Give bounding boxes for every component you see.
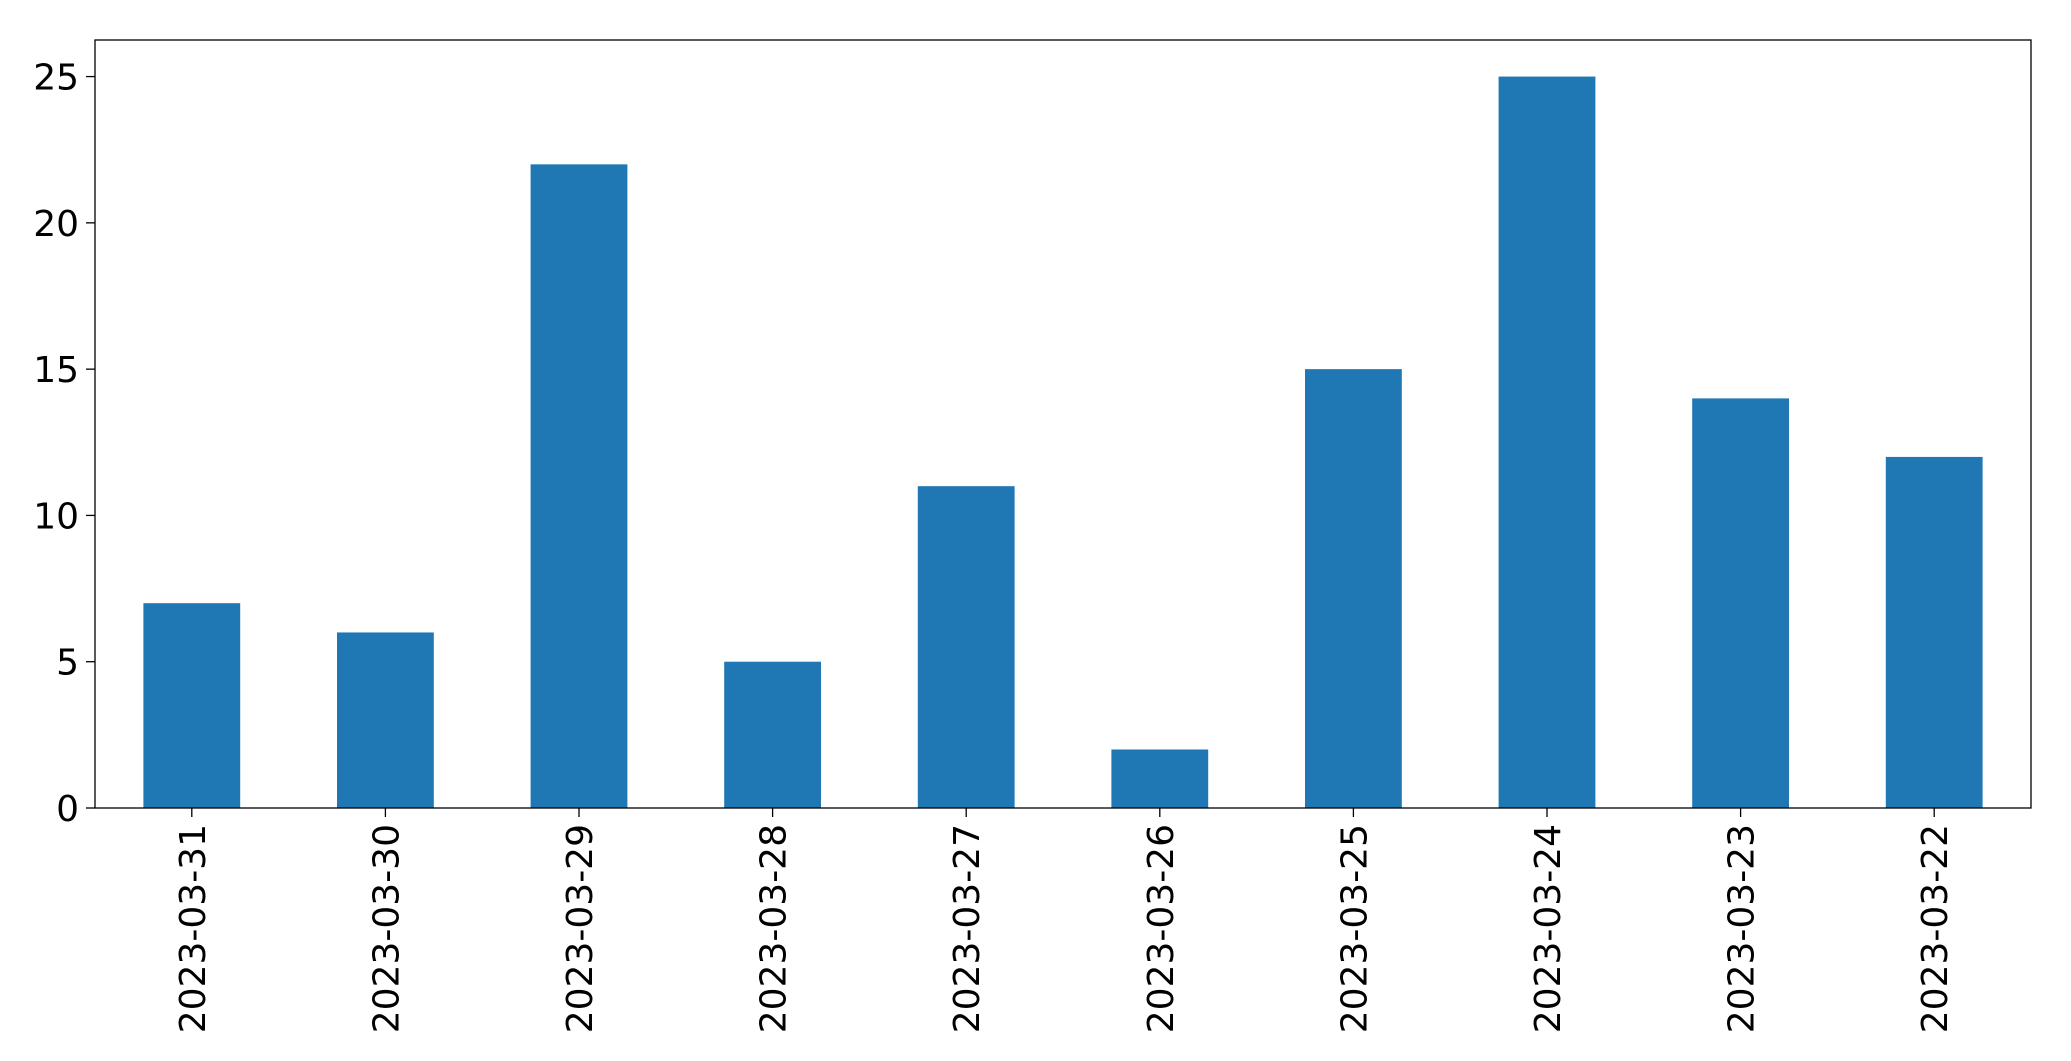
y-tick-label: 5 [56, 643, 79, 684]
bar [1498, 76, 1596, 809]
y-tick-label: 20 [33, 204, 79, 245]
bar [530, 164, 628, 809]
bar [724, 661, 821, 808]
y-tick-label: 25 [33, 58, 79, 99]
bar [143, 603, 241, 808]
y-tick-label: 15 [33, 350, 79, 391]
bar [1692, 398, 1789, 808]
x-tick-label: 2023-03-31 [173, 824, 214, 1033]
bar [1111, 749, 1209, 808]
x-tick-label: 2023-03-22 [1915, 824, 1956, 1033]
x-tick-label: 2023-03-27 [947, 824, 988, 1033]
bar [1885, 456, 1983, 808]
y-tick-label: 10 [33, 496, 79, 537]
x-tick-label: 2023-03-24 [1528, 824, 1569, 1033]
x-tick-label: 2023-03-23 [1722, 824, 1763, 1033]
bar [917, 486, 1015, 808]
y-tick-label: 0 [56, 789, 79, 830]
x-tick-label: 2023-03-30 [366, 824, 407, 1033]
bar [337, 632, 434, 808]
x-tick-label: 2023-03-29 [560, 824, 601, 1033]
plot-frame [94, 39, 2032, 809]
x-tick-label: 2023-03-26 [1141, 824, 1182, 1033]
bar [1305, 369, 1402, 808]
x-tick-label: 2023-03-28 [754, 824, 795, 1033]
x-tick-label: 2023-03-25 [1334, 824, 1375, 1033]
